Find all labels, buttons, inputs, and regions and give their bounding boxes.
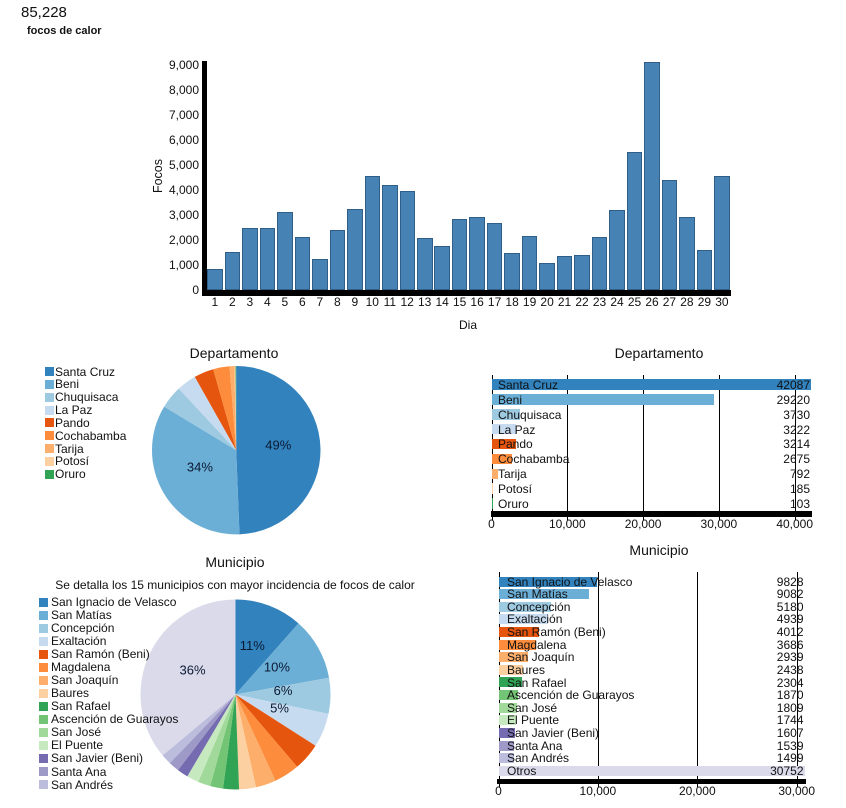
svg-text:5%: 5% <box>270 700 289 715</box>
svg-text:10%: 10% <box>264 659 290 674</box>
svg-text:36%: 36% <box>179 662 205 677</box>
svg-text:6%: 6% <box>274 683 293 698</box>
svg-text:34%: 34% <box>187 460 213 475</box>
svg-text:49%: 49% <box>265 437 291 452</box>
svg-text:11%: 11% <box>240 638 265 653</box>
